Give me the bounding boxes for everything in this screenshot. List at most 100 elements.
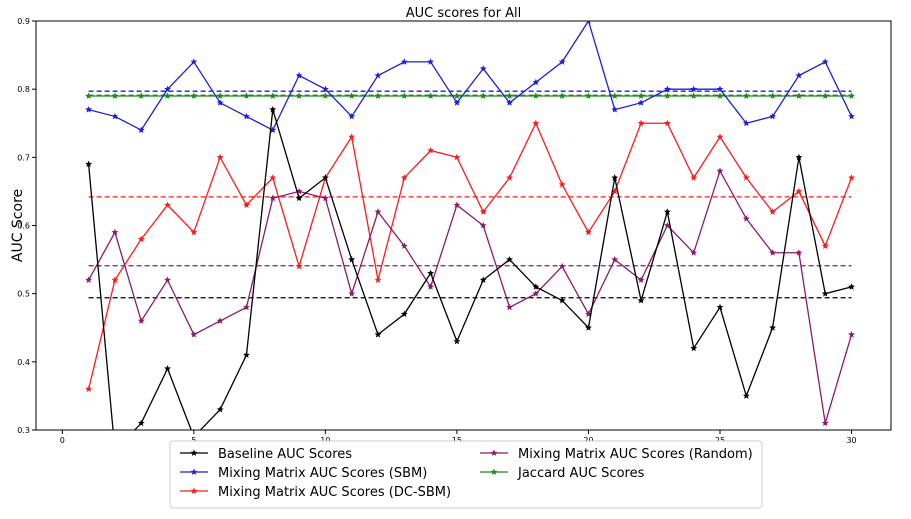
data-point	[795, 187, 803, 195]
data-point	[506, 255, 513, 263]
data-point	[453, 153, 461, 161]
data-point	[611, 174, 619, 181]
data-point	[637, 276, 645, 283]
data-point	[848, 92, 855, 99]
y-tick-label: 0.4	[17, 358, 30, 367]
data-point	[716, 85, 724, 93]
data-point	[637, 296, 645, 304]
data-point	[85, 385, 93, 393]
data-point	[532, 119, 540, 127]
data-point	[479, 276, 487, 283]
legend-label: Mixing Matrix AUC Scores (Random)	[518, 447, 753, 462]
data-point	[532, 290, 540, 297]
x-tick-label: 0	[60, 436, 65, 445]
data-point	[821, 419, 829, 427]
data-point	[137, 317, 145, 324]
data-point	[243, 201, 250, 208]
data-point	[190, 58, 198, 65]
data-point	[112, 447, 119, 454]
data-point	[295, 194, 303, 202]
data-point	[585, 92, 592, 99]
data-point	[85, 92, 93, 99]
data-point	[769, 112, 777, 120]
plot-border	[35, 20, 892, 431]
data-point	[427, 92, 435, 99]
data-point	[716, 167, 724, 174]
data-point	[558, 58, 566, 65]
data-point	[558, 92, 566, 99]
data-point	[427, 283, 435, 290]
data-point	[769, 249, 777, 256]
data-point	[348, 255, 356, 263]
data-point	[479, 221, 487, 229]
y-tick-label: 0.9	[17, 17, 30, 26]
data-point	[611, 255, 619, 263]
data-point	[848, 112, 855, 120]
data-point	[558, 181, 566, 188]
y-axis-label: AUC Score	[10, 189, 26, 262]
data-point	[585, 228, 592, 236]
data-point	[479, 92, 487, 99]
data-point	[742, 215, 750, 222]
data-point	[348, 133, 356, 140]
data-point	[611, 187, 619, 195]
data-point	[637, 99, 645, 106]
data-point	[243, 303, 250, 311]
data-point	[532, 283, 540, 290]
data-point	[479, 65, 487, 72]
data-point	[663, 119, 671, 127]
data-point	[769, 92, 777, 99]
data-point	[585, 324, 592, 331]
data-point	[321, 92, 329, 99]
series-lines	[85, 21, 855, 454]
data-point	[506, 92, 513, 99]
data-point	[742, 392, 750, 399]
data-point	[400, 174, 408, 181]
series-line	[88, 169, 853, 424]
legend-label: Mixing Matrix AUC Scores (SBM)	[218, 466, 427, 481]
data-point	[190, 92, 198, 99]
data-point	[716, 303, 724, 311]
data-point	[374, 330, 382, 338]
y-tick-label: 0.5	[17, 290, 30, 299]
data-point	[216, 405, 224, 413]
data-point	[532, 92, 540, 99]
data-point	[216, 317, 224, 324]
data-point	[269, 194, 277, 202]
y-tick-label: 0.3	[17, 426, 30, 435]
data-point	[848, 283, 855, 290]
data-point	[216, 92, 224, 99]
data-point	[269, 106, 277, 113]
data-point	[663, 208, 671, 215]
data-point	[137, 92, 145, 99]
data-point	[321, 194, 329, 202]
data-point	[742, 174, 750, 181]
data-point	[348, 92, 356, 99]
data-point	[348, 112, 356, 120]
x-tick-label: 30	[846, 436, 856, 445]
data-point	[742, 119, 750, 127]
series-0	[85, 106, 855, 454]
data-point	[453, 201, 461, 208]
series-2	[85, 119, 855, 393]
data-point	[611, 92, 619, 99]
data-point	[506, 99, 513, 106]
data-point	[374, 208, 382, 215]
data-point	[295, 92, 303, 99]
data-point	[164, 201, 171, 208]
data-point	[848, 330, 855, 338]
y-tick-label: 0.7	[17, 153, 30, 162]
data-point	[269, 174, 277, 181]
data-point	[637, 92, 645, 99]
data-point	[506, 303, 513, 311]
data-point	[848, 174, 855, 181]
legend-label: Mixing Matrix AUC Scores (DC-SBM)	[218, 485, 451, 500]
data-point	[295, 262, 303, 270]
data-point	[85, 160, 93, 168]
data-point	[663, 92, 671, 99]
data-point	[111, 228, 119, 236]
data-point	[243, 92, 250, 99]
data-point	[85, 106, 93, 113]
legend-marker	[490, 449, 498, 456]
y-tick-label: 0.8	[17, 85, 30, 94]
